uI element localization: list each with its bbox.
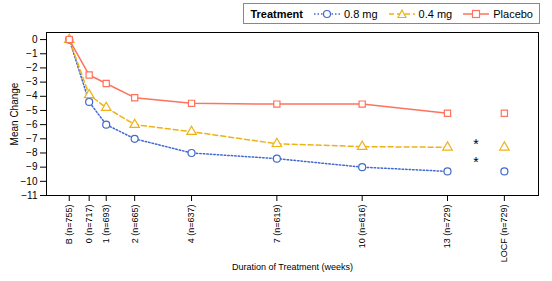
svg-text:7 (n=619): 7 (n=619) [272, 205, 282, 244]
svg-text:−5: −5 [26, 105, 38, 116]
svg-text:−6: −6 [26, 119, 38, 130]
html-text:0.8 mg: 0.8 mg [344, 7, 378, 20]
svg-text:−1: −1 [26, 48, 38, 59]
svg-text:2 (n=665): 2 (n=665) [130, 205, 140, 244]
svg-text:0 (n=717): 0 (n=717) [84, 205, 94, 244]
svg-text:B (n=755): B (n=755) [64, 205, 74, 245]
svg-text:4 (n=637): 4 (n=637) [186, 205, 196, 244]
svg-text:−7: −7 [26, 133, 38, 144]
svg-text:−9: −9 [26, 161, 38, 172]
svg-text:*: * [473, 136, 479, 152]
svg-text:13 (n=729): 13 (n=729) [442, 205, 452, 249]
svg-text:−4: −4 [26, 90, 38, 101]
svg-text:−11: −11 [21, 190, 38, 201]
svg-text:*: * [473, 154, 479, 170]
svg-text:Duration of Treatment (weeks): Duration of Treatment (weeks) [232, 262, 353, 272]
svg-text:10 (n=616): 10 (n=616) [357, 205, 367, 249]
html-text:Treatment: Treatment [250, 7, 303, 20]
html-text:0.4 mg: 0.4 mg [418, 7, 453, 20]
svg-text:−2: −2 [26, 62, 38, 73]
svg-text:Mean Change: Mean Change [9, 82, 20, 145]
svg-text:LOCF (n=729): LOCF (n=729) [499, 205, 509, 263]
svg-text:−10: −10 [21, 176, 38, 187]
svg-text:−8: −8 [26, 147, 38, 158]
html-text:Placebo: Placebo [493, 7, 533, 20]
svg-text:0: 0 [32, 34, 38, 45]
svg-text:−3: −3 [26, 76, 38, 87]
svg-text:1 (n=693): 1 (n=693) [101, 205, 111, 244]
